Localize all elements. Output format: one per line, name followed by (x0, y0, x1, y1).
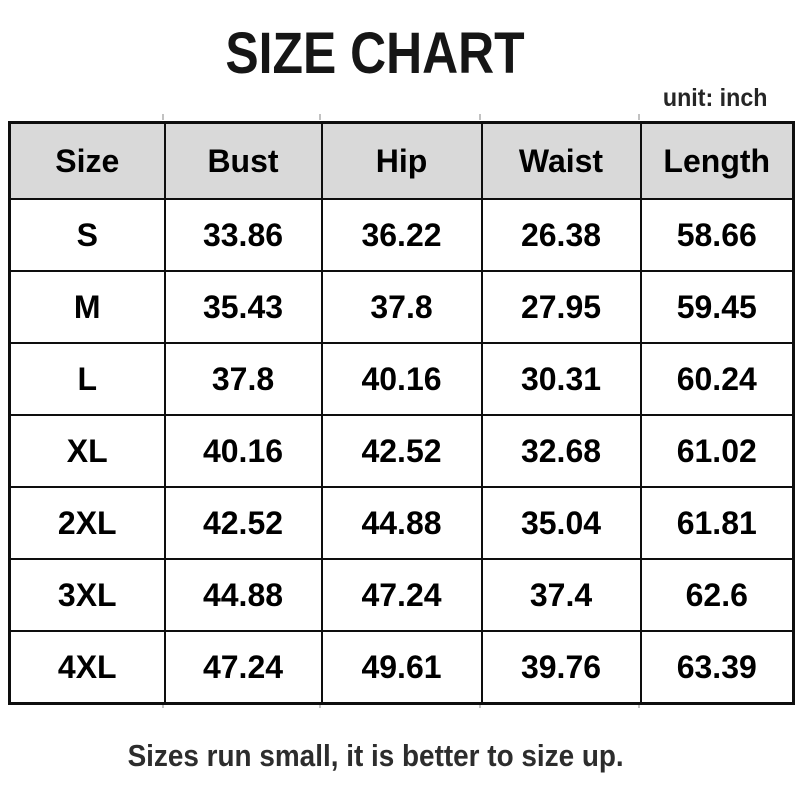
cell-waist: 30.31 (480, 342, 642, 416)
cell-waist: 32.68 (480, 414, 642, 488)
cell-length: 60.24 (639, 342, 795, 416)
table-row: 4XL 47.24 49.61 39.76 63.39 (8, 630, 795, 705)
column-header-waist: Waist (480, 121, 642, 200)
cell-bust: 47.24 (163, 630, 323, 705)
cell-length: 62.6 (639, 558, 795, 632)
cell-size: XL (8, 414, 166, 488)
cell-waist: 35.04 (480, 486, 642, 560)
cell-size: 3XL (8, 558, 166, 632)
size-chart-table: Size Bust Hip Waist Length S 33.86 36.22… (8, 121, 795, 705)
cell-size: L (8, 342, 166, 416)
page-title: SIZE CHART (0, 24, 800, 84)
cell-hip: 47.24 (320, 558, 483, 632)
gridline-tick (479, 114, 481, 120)
column-header-size: Size (8, 121, 166, 200)
gridline-tick (162, 702, 164, 708)
page-title-text: SIZE CHART (225, 21, 525, 86)
footnote-text: Sizes run small, it is better to size up… (127, 738, 625, 773)
unit-label: unit: inch (655, 84, 767, 112)
cell-waist: 39.76 (480, 630, 642, 705)
table-row: M 35.43 37.8 27.95 59.45 (8, 270, 795, 344)
gridline-tick (479, 702, 481, 708)
cell-length: 61.81 (639, 486, 795, 560)
cell-length: 58.66 (639, 198, 795, 272)
gridline-tick (638, 702, 640, 708)
gridline-tick (319, 114, 321, 120)
cell-hip: 40.16 (320, 342, 483, 416)
cell-size: 4XL (8, 630, 166, 705)
cell-size: 2XL (8, 486, 166, 560)
cell-bust: 40.16 (163, 414, 323, 488)
cell-size: S (8, 198, 166, 272)
table-row: 3XL 44.88 47.24 37.4 62.6 (8, 558, 795, 632)
table-row: L 37.8 40.16 30.31 60.24 (8, 342, 795, 416)
cell-hip: 49.61 (320, 630, 483, 705)
gridline-tick (162, 114, 164, 120)
gridline-tick (319, 702, 321, 708)
column-header-length: Length (639, 121, 795, 200)
cell-length: 61.02 (639, 414, 795, 488)
header-row: Size Bust Hip Waist Length (8, 121, 795, 200)
unit-label-text: unit: inch (662, 84, 767, 112)
footnote: Sizes run small, it is better to size up… (0, 738, 800, 774)
table-row: S 33.86 36.22 26.38 58.66 (8, 198, 795, 272)
cell-hip: 37.8 (320, 270, 483, 344)
column-header-bust: Bust (163, 121, 323, 200)
table-row: XL 40.16 42.52 32.68 61.02 (8, 414, 795, 488)
cell-length: 59.45 (639, 270, 795, 344)
gridline-tick (638, 114, 640, 120)
cell-hip: 42.52 (320, 414, 483, 488)
cell-waist: 26.38 (480, 198, 642, 272)
cell-waist: 27.95 (480, 270, 642, 344)
cell-waist: 37.4 (480, 558, 642, 632)
cell-size: M (8, 270, 166, 344)
cell-hip: 44.88 (320, 486, 483, 560)
cell-bust: 35.43 (163, 270, 323, 344)
cell-bust: 37.8 (163, 342, 323, 416)
cell-bust: 44.88 (163, 558, 323, 632)
cell-hip: 36.22 (320, 198, 483, 272)
table-row: 2XL 42.52 44.88 35.04 61.81 (8, 486, 795, 560)
cell-length: 63.39 (639, 630, 795, 705)
column-header-hip: Hip (320, 121, 483, 200)
cell-bust: 33.86 (163, 198, 323, 272)
cell-bust: 42.52 (163, 486, 323, 560)
